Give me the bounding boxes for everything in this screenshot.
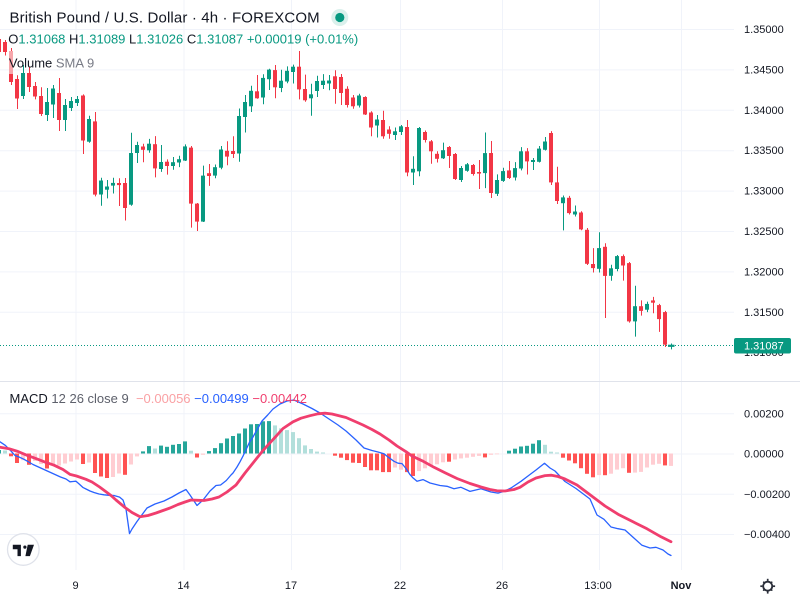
svg-text:−0.00200: −0.00200: [744, 489, 790, 501]
svg-text:1.35000: 1.35000: [744, 24, 784, 36]
svg-text:9: 9: [72, 580, 78, 592]
svg-text:22: 22: [394, 580, 406, 592]
svg-text:1.34000: 1.34000: [744, 105, 784, 117]
svg-text:14: 14: [177, 580, 189, 592]
svg-text:Volume SMA 9: Volume SMA 9: [9, 56, 94, 71]
svg-text:1.33000: 1.33000: [744, 186, 784, 198]
svg-text:1.34500: 1.34500: [744, 64, 784, 76]
svg-text:26: 26: [496, 580, 508, 592]
svg-text:MACD 12 26 close 9 −0.00056 −: MACD 12 26 close 9 −0.00056 −0.00499 −0.…: [10, 391, 307, 406]
svg-text:1.32500: 1.32500: [744, 226, 784, 238]
svg-text:−0.00400: −0.00400: [744, 529, 790, 541]
svg-text:Nov: Nov: [671, 580, 693, 592]
svg-text:0.00000: 0.00000: [744, 449, 784, 461]
svg-text:1.32000: 1.32000: [744, 266, 784, 278]
svg-text:O1.31068 H1.31089 L1.31026 C1.: O1.31068 H1.31089 L1.31026 C1.31087 +0.0…: [8, 31, 358, 46]
svg-text:0.00200: 0.00200: [744, 408, 784, 420]
svg-text:1.33500: 1.33500: [744, 145, 784, 157]
svg-text:1.31087: 1.31087: [744, 341, 784, 353]
svg-text:17: 17: [285, 580, 297, 592]
svg-text:British Pound / U.S. Dollar ·: British Pound / U.S. Dollar · 4h · FOREX…: [10, 10, 320, 27]
svg-text:13:00: 13:00: [584, 580, 612, 592]
svg-text:1.31500: 1.31500: [744, 307, 784, 319]
